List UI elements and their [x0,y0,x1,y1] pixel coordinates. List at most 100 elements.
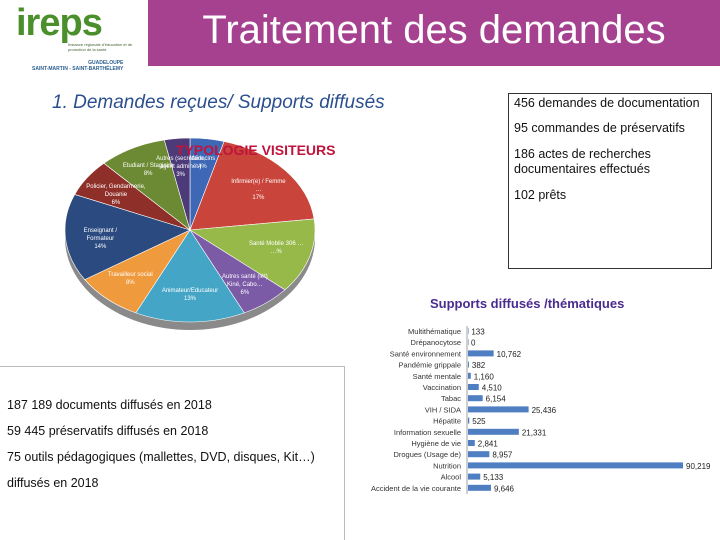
bar-value-label: 0 [471,339,476,348]
pie-slice-label-6: Enseignant / Formateur 14% [70,227,130,251]
pie-slice-name-0: Médecins [189,156,216,163]
bar-12 [468,462,683,469]
bar-2 [468,350,494,357]
bar-value-label: 21,331 [522,428,547,437]
bar-category-label: Santé environnement [390,349,462,358]
logo-region-top: GUADELOUPE [88,60,124,66]
pie-slice-label-8: Etudiant / Stagiaire 8% [118,162,178,178]
ireps-logo: ireps Instance régionale d'éducation et … [6,2,146,72]
bar-value-label: 6,154 [486,395,507,404]
pie-slice-name-4: Animateur/Educateur [161,288,219,295]
stats-box [508,93,712,269]
pie-slice-pct-9: 3% [176,172,186,179]
bar-category-label: Tabac [441,394,461,403]
pie-slice-pct-4: 13% [183,296,196,303]
logo-tagline: Instance régionale d'éducation et de pro… [68,42,133,52]
pie-slice-name-9: Autres (secrétaire, agent adminét.) [156,156,206,171]
pie-slice-label-1: Infirmier(e) / Femme … 17% [228,178,288,202]
pie-chart-title: TYPOLOGIE VISITEURS [176,142,336,158]
bar-value-label: 5,133 [483,473,504,482]
pie-slice-label-4: Animateur/Educateur 13% [160,287,220,303]
pie-chart [64,137,316,330]
pie-slice-label-5: Travailleur social 8% [100,271,160,287]
bar-4 [468,372,471,379]
bar-chart: Multithématique 133 Drépanocytose 0 Santé en… [371,326,711,494]
pie-slice-label-7: Policier, Gendarmerie, Douanie 6% [86,183,146,207]
bar-category-label: Accident de la vie courante [371,484,461,493]
bar-value-label: 90,219 [686,462,711,471]
pie-slice-name-7: Policier, Gendarmerie, Douanie [86,184,146,199]
pie-slice-name-2: Santé Mobile 306 … [248,241,304,248]
section-subtitle: 1. Demandes reçues/ Supports diffusés [52,92,385,113]
pie-slice-pct-2: …% [270,249,282,256]
bar-10 [468,440,475,446]
bar-1 [468,339,469,346]
logo-region: GUADELOUPE SAINT-MARTIN - SAINT-BARTHÉLE… [32,60,123,72]
bar-value-label: 25,436 [532,406,557,415]
docs-line-documents: 187 189 documents diffusés en 2018 [7,398,212,412]
bar-9 [468,428,519,435]
pie-slice-6 [64,194,191,280]
bar-11 [468,451,490,458]
pie-slice-name-3: Autres santé (iét) Kiné, Cabo… [222,274,268,289]
pie-slice-pct-0: 4% [198,164,207,171]
pie-slice-2 [189,218,316,291]
docs-box [0,366,345,540]
docs-line-outils: 75 outils pédagogiques (mallettes, DVD, … [7,450,315,464]
bar-value-label: 8,957 [492,451,513,460]
bar-value-label: 2,841 [478,440,499,449]
bar-value-label: 10,762 [497,350,522,359]
bar-category-label: Santé mentale [413,372,461,381]
bar-category-label: Vaccination [423,383,461,392]
bar-category-label: VIH / SIDA [425,405,461,414]
bar-13 [468,473,481,480]
pie-slice-label-9: Autres (secrétaire, agent adminét.) 3% [151,155,211,179]
pie-slice-label-3: Autres santé (iét) Kiné, Cabo… 6% [215,273,275,297]
pie-slice-name-1: Infirmier(e) / Femme … [231,178,286,193]
bar-3 [468,361,469,368]
bar-value-label: 382 [472,361,486,370]
bar-category-label: Alcool [441,473,462,482]
bar-category-label: Drépanocytose [411,338,461,347]
docs-line-outils-year: diffusés en 2018 [7,476,99,490]
bar-8 [468,417,470,424]
pie-slice-pct-1: 17% [252,194,265,201]
bar-value-label: 525 [472,417,486,426]
header-band [148,0,720,66]
pie-slice-name-8: Etudiant / Stagiaire [122,163,174,170]
bar-value-label: 133 [471,328,485,337]
pie-slice-4 [135,229,245,323]
bar-category-label: Multithématique [408,327,461,336]
page-title: Traitement des demandes [202,8,666,52]
bar-category-label: Hépatite [433,417,461,426]
bar-category-label: Pandémie grippale [398,361,461,370]
bar-6 [468,395,483,402]
pie-slice-pct-8: 8% [143,171,153,178]
bar-value-label: 4,510 [482,384,503,393]
logo-region-bottom: SAINT-MARTIN - SAINT-BARTHÉLEMY [32,66,124,72]
bar-7 [468,406,529,413]
pie-slice-1 [189,141,315,231]
bar-category-label: Nutrition [433,461,461,470]
pie-slice-name-6: Enseignant / Formateur [83,227,117,242]
stat-recherches: 186 actes de recherches documentaires ef… [514,147,651,176]
bar-category-label: Information sexuelle [394,428,461,437]
bar-value-label: 9,646 [494,484,515,493]
pie-slice-name-5: Travailleur social [107,271,153,278]
stat-preservatifs: 95 commandes de préservatifs [514,121,685,135]
bar-0 [468,328,469,334]
pie-slice-pct-6: 14% [94,243,107,250]
pie-slice-label-2: Santé Mobile 306 ……% [246,240,306,256]
bar-category-label: Hygiène de vie [411,439,461,448]
pie-slice-pct-5: 8% [125,279,135,286]
pie-slice-pct-3: 6% [240,290,250,297]
logo-word: ireps [16,2,103,44]
bar-value-label: 1,160 [474,372,495,381]
pie-slice-label-0: Médecins 4% [172,155,232,171]
pie-slice-pct-7: 6% [111,200,121,207]
bar-5 [468,384,479,390]
bar-category-label: Drogues (Usage de) [393,450,461,459]
stat-prets: 102 prêts [514,188,567,202]
pie-slice-9 [163,137,191,231]
bar-14 [468,484,491,491]
